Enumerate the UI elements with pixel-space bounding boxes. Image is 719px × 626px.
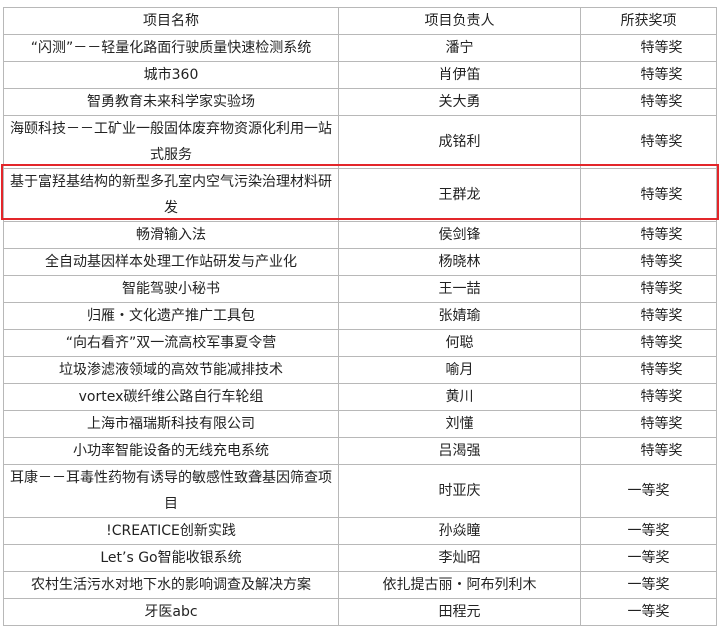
project-leader-cell: 王群龙 bbox=[338, 168, 581, 222]
award-cell: 特等奖 bbox=[580, 302, 717, 330]
header-project-leader: 项目负责人 bbox=[338, 7, 581, 35]
table-row: Let’s Go智能收银系统 李灿昭 一等奖 bbox=[3, 544, 717, 572]
project-name-cell: 智勇教育未来科学家实验场 bbox=[3, 88, 339, 116]
project-name-cell: 耳康－－耳毒性药物有诱导的敏感性致聋基因筛查项目 bbox=[3, 464, 339, 518]
table-row: 农村生活污水对地下水的影响调查及解决方案 依扎提古丽・阿布列利木 一等奖 bbox=[3, 571, 717, 599]
project-name-cell: vortex碳纤维公路自行车轮组 bbox=[3, 383, 339, 411]
project-name-cell: “向右看齐”双一流高校军事夏令营 bbox=[3, 329, 339, 357]
project-name-cell: Let’s Go智能收银系统 bbox=[3, 544, 339, 572]
project-name-cell: 小功率智能设备的无线充电系统 bbox=[3, 437, 339, 465]
table-row: 垃圾渗滤液领域的高效节能减排技术 喻月 特等奖 bbox=[3, 356, 717, 384]
project-leader-cell: 刘懂 bbox=[338, 410, 581, 438]
project-leader-cell: 黄川 bbox=[338, 383, 581, 411]
award-cell: 特等奖 bbox=[580, 248, 717, 276]
project-leader-cell: 时亚庆 bbox=[338, 464, 581, 518]
award-cell: 特等奖 bbox=[580, 329, 717, 357]
award-cell: 特等奖 bbox=[580, 168, 717, 222]
project-leader-cell: 李灿昭 bbox=[338, 544, 581, 572]
project-leader-cell: 关大勇 bbox=[338, 88, 581, 116]
award-cell: 特等奖 bbox=[580, 88, 717, 116]
table-row: 智勇教育未来科学家实验场 关大勇 特等奖 bbox=[3, 88, 717, 116]
project-leader-cell: 侯剑锋 bbox=[338, 221, 581, 249]
project-name-cell: 垃圾渗滤液领域的高效节能减排技术 bbox=[3, 356, 339, 384]
award-cell: 特等奖 bbox=[580, 437, 717, 465]
table-row: 归雁・文化遗产推广工具包 张婧瑜 特等奖 bbox=[3, 302, 717, 330]
project-leader-cell: 何聪 bbox=[338, 329, 581, 357]
table-header-row: 项目名称 项目负责人 所获奖项 bbox=[3, 7, 717, 35]
project-leader-cell: 喻月 bbox=[338, 356, 581, 384]
project-leader-cell: 田程元 bbox=[338, 598, 581, 626]
table-row-highlighted: 基于富羟基结构的新型多孔室内空气污染治理材料研发 王群龙 特等奖 bbox=[3, 168, 717, 222]
table-row: !CREATICE创新实践 孙焱瞳 一等奖 bbox=[3, 517, 717, 545]
project-name-cell: 全自动基因样本处理工作站研发与产业化 bbox=[3, 248, 339, 276]
table-row: 畅滑输入法 侯剑锋 特等奖 bbox=[3, 221, 717, 249]
table-row: 上海市福瑞斯科技有限公司 刘懂 特等奖 bbox=[3, 410, 717, 438]
project-name-cell: 农村生活污水对地下水的影响调查及解决方案 bbox=[3, 571, 339, 599]
table-row: 牙医abc 田程元 一等奖 bbox=[3, 598, 717, 626]
table-row: 耳康－－耳毒性药物有诱导的敏感性致聋基因筛查项目 时亚庆 一等奖 bbox=[3, 464, 717, 518]
award-cell: 特等奖 bbox=[580, 383, 717, 411]
project-name-cell: 畅滑输入法 bbox=[3, 221, 339, 249]
header-award: 所获奖项 bbox=[580, 7, 717, 35]
project-name-cell: 牙医abc bbox=[3, 598, 339, 626]
award-cell: 一等奖 bbox=[580, 571, 717, 599]
award-cell: 特等奖 bbox=[580, 356, 717, 384]
table-row: vortex碳纤维公路自行车轮组 黄川 特等奖 bbox=[3, 383, 717, 411]
project-leader-cell: 吕渴强 bbox=[338, 437, 581, 465]
project-name-cell: !CREATICE创新实践 bbox=[3, 517, 339, 545]
table-row: 海颐科技－－工矿业一般固体废弃物资源化利用一站式服务 成铭利 特等奖 bbox=[3, 115, 717, 169]
award-cell: 特等奖 bbox=[580, 115, 717, 169]
project-leader-cell: 肖伊笛 bbox=[338, 61, 581, 89]
project-name-cell: 智能驾驶小秘书 bbox=[3, 275, 339, 303]
award-cell: 一等奖 bbox=[580, 464, 717, 518]
project-leader-cell: 孙焱瞳 bbox=[338, 517, 581, 545]
project-name-cell: 归雁・文化遗产推广工具包 bbox=[3, 302, 339, 330]
table-row: 城市360 肖伊笛 特等奖 bbox=[3, 61, 717, 89]
award-cell: 特等奖 bbox=[580, 275, 717, 303]
project-name-cell: 上海市福瑞斯科技有限公司 bbox=[3, 410, 339, 438]
awards-table: 项目名称 项目负责人 所获奖项 “闪测”－－轻量化路面行驶质量快速检测系统 潘宁特… bbox=[3, 7, 717, 626]
project-leader-cell: 张婧瑜 bbox=[338, 302, 581, 330]
project-leader-cell: 依扎提古丽・阿布列利木 bbox=[338, 571, 581, 599]
table-row: 全自动基因样本处理工作站研发与产业化 杨晓林 特等奖 bbox=[3, 248, 717, 276]
project-leader-cell: 杨晓林 bbox=[338, 248, 581, 276]
award-cell: 特等奖 bbox=[580, 34, 717, 62]
award-cell: 一等奖 bbox=[580, 517, 717, 545]
award-cell: 特等奖 bbox=[580, 61, 717, 89]
table-row: 小功率智能设备的无线充电系统 吕渴强 特等奖 bbox=[3, 437, 717, 465]
project-leader-cell: 王一喆 bbox=[338, 275, 581, 303]
project-name-cell: 城市360 bbox=[3, 61, 339, 89]
award-cell: 特等奖 bbox=[580, 410, 717, 438]
project-name-cell: “闪测”－－轻量化路面行驶质量快速检测系统 bbox=[3, 34, 339, 62]
table-row: “向右看齐”双一流高校军事夏令营 何聪 特等奖 bbox=[3, 329, 717, 357]
project-name-cell: 海颐科技－－工矿业一般固体废弃物资源化利用一站式服务 bbox=[3, 115, 339, 169]
award-cell: 一等奖 bbox=[580, 544, 717, 572]
project-leader-cell: 成铭利 bbox=[338, 115, 581, 169]
award-cell: 一等奖 bbox=[580, 598, 717, 626]
header-project-name: 项目名称 bbox=[3, 7, 339, 35]
table-row: 智能驾驶小秘书 王一喆 特等奖 bbox=[3, 275, 717, 303]
project-name-cell: 基于富羟基结构的新型多孔室内空气污染治理材料研发 bbox=[3, 168, 339, 222]
project-leader-cell: 潘宁 bbox=[338, 34, 581, 62]
award-cell: 特等奖 bbox=[580, 221, 717, 249]
table-row: “闪测”－－轻量化路面行驶质量快速检测系统 潘宁 特等奖 bbox=[3, 34, 717, 62]
